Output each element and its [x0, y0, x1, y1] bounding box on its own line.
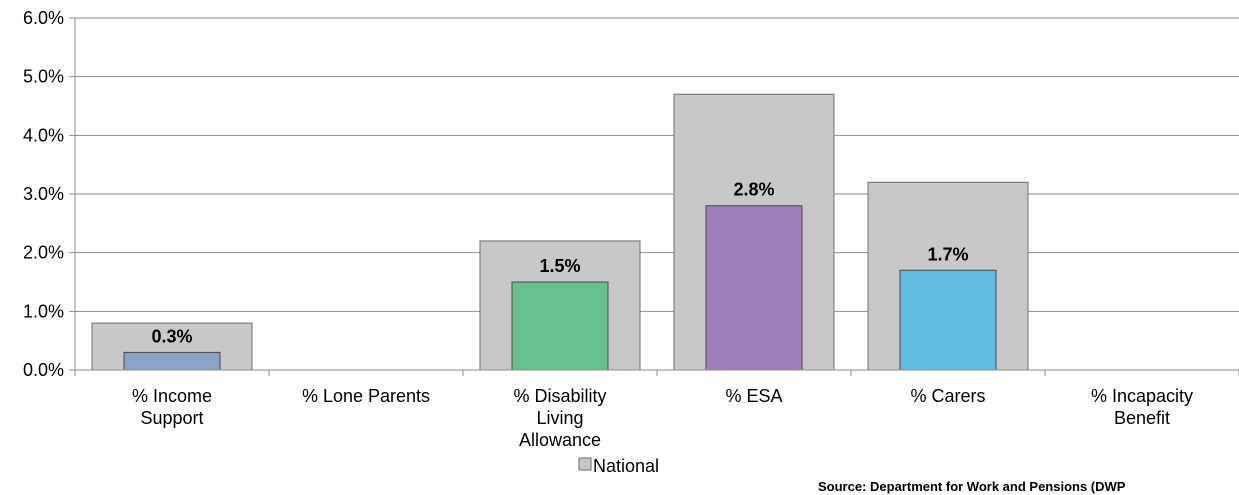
y-tick-label: 5.0% [23, 67, 64, 87]
x-category-label-line: % Lone Parents [302, 386, 430, 406]
legend-label-national: National [593, 456, 659, 476]
bar-local [123, 351, 221, 371]
y-tick-label: 1.0% [23, 301, 64, 321]
y-tick-label: 2.0% [23, 243, 64, 263]
bar-local [705, 205, 803, 371]
grid-lines [69, 17, 1239, 371]
y-tick-label: 3.0% [23, 184, 64, 204]
x-category-label-line: % Incapacity [1091, 386, 1193, 406]
x-category-label-line: Benefit [1114, 408, 1170, 428]
category-labels: % Income Support % Lone Parents % Disabilit… [132, 386, 1193, 450]
x-category-label: % Carers [910, 386, 985, 406]
data-label: 1.7% [927, 244, 968, 264]
bar-local [899, 269, 997, 371]
legend-swatch-national [578, 457, 592, 471]
legend: National [578, 456, 659, 476]
axes [74, 18, 1239, 376]
x-category-label: % Disability Living Allowance [513, 386, 606, 450]
data-label: 2.8% [733, 180, 774, 200]
x-category-label-line: % Disability [513, 386, 606, 406]
x-category-label: % Lone Parents [302, 386, 430, 406]
x-category-label-line: % ESA [725, 386, 782, 406]
source-note: Source: Department for Work and Pensions… [818, 479, 1126, 494]
bar-local [511, 281, 609, 371]
y-tick-label: 0.0% [23, 360, 64, 380]
bars [91, 93, 1029, 371]
x-category-label-line: % Income [132, 386, 212, 406]
y-axis-tick-labels: 0.0% 1.0% 2.0% 3.0% 4.0% 5.0% 6.0% [23, 8, 64, 380]
x-category-label-line: Support [140, 408, 203, 428]
x-category-label: % Incapacity Benefit [1091, 386, 1193, 428]
data-label: 1.5% [539, 256, 580, 276]
data-label: 0.3% [151, 326, 192, 346]
y-tick-label: 4.0% [23, 125, 64, 145]
x-category-label-line: % Carers [910, 386, 985, 406]
x-category-label: % ESA [725, 386, 782, 406]
x-category-label: % Income Support [132, 386, 212, 428]
y-tick-label: 6.0% [23, 8, 64, 28]
data-labels: 0.3% 1.5% 2.8% 1.7% [151, 180, 968, 347]
x-category-label-line: Allowance [519, 430, 601, 450]
x-category-label-line: Living [536, 408, 583, 428]
